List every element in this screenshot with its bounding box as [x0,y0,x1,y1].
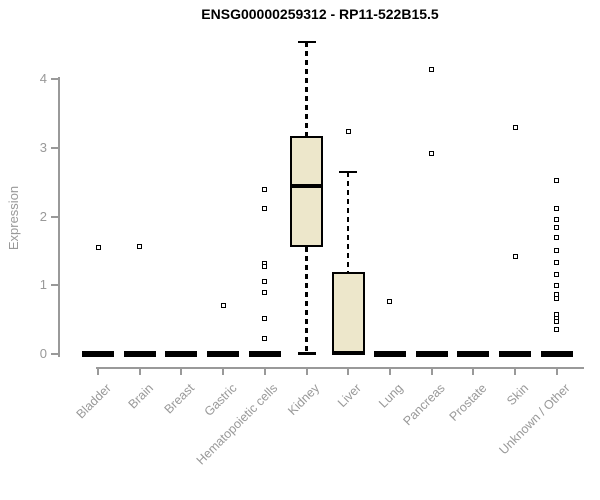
y-axis-tick [51,215,59,218]
upper-whisker [305,41,308,137]
y-axis-tick [51,284,59,287]
y-tick-label: 3 [39,139,47,155]
collapsed-box-bar [123,351,156,357]
outlier-point [512,125,518,131]
outlier-point [554,248,560,254]
outlier-point [554,178,560,184]
x-tick-label: Lung [376,381,406,411]
outlier-point [345,129,351,135]
collapsed-box-bar [415,351,448,357]
outlier-point [554,271,560,277]
outlier-point [554,295,560,301]
x-axis-line [96,367,584,369]
x-axis-tick [305,367,308,375]
outlier-point [262,205,268,211]
x-axis-tick [222,367,225,375]
x-tick-label: Bladder [73,381,114,422]
outlier-point [95,244,101,250]
x-tick-label: Pancreas [400,381,448,429]
y-tick-label: 1 [39,277,47,293]
y-axis-tick [51,353,59,355]
upper-whisker [346,171,350,273]
outlier-point [387,299,393,305]
median-line [331,350,365,355]
outlier-point [554,206,560,212]
box [290,136,323,247]
outlier-point [262,315,268,321]
median-line [290,184,323,189]
x-axis-tick [263,367,266,375]
outlier-point [262,336,268,342]
outlier-point [220,302,226,308]
x-axis-tick [138,367,141,375]
outlier-point [429,150,435,156]
outlier-point [554,319,560,325]
outlier-point [262,264,268,270]
outlier-point [262,279,268,285]
collapsed-box-bar [540,351,573,357]
outlier-point [554,326,560,332]
outlier-point [554,217,560,223]
x-tick-label: Skin [503,381,531,409]
x-axis-tick [388,367,391,375]
x-tick-label: Unknown / Other [496,381,573,458]
collapsed-box-bar [207,351,240,357]
x-tick-label: Gastric [201,381,240,419]
x-axis-tick [97,367,99,375]
x-tick-label: Hematopoietic cells [194,381,281,468]
y-tick-label: 2 [39,208,47,224]
collapsed-box-bar [82,351,114,357]
x-axis-tick [347,367,350,375]
y-tick-label: 4 [39,71,47,86]
outlier-point [429,66,435,72]
lower-whisker [305,246,308,354]
y-tick-label: 0 [39,346,47,361]
outlier-point [554,282,560,288]
collapsed-box-bar [499,351,531,357]
x-tick-label: Kidney [285,381,323,418]
upper-whisker-cap [339,170,358,174]
x-axis-tick [430,367,433,375]
collapsed-box-bar [248,351,281,357]
outlier-point [554,225,560,230]
y-axis-tick [51,146,59,149]
x-tick-label: Brain [125,381,156,412]
outlier-point [262,186,268,192]
lower-whisker-cap [297,352,316,355]
chart-title: ENSG00000259312 - RP11-522B15.5 [201,6,439,22]
y-axis-line [58,77,60,357]
collapsed-box-bar [165,351,198,357]
x-axis-tick [472,367,475,375]
outlier-point [262,290,268,296]
x-axis-tick [555,367,558,375]
y-axis-tick [51,78,59,80]
collapsed-box-bar [457,351,490,357]
outlier-point [137,244,143,250]
outlier-point [554,260,560,266]
x-tick-label: Breast [161,381,198,417]
box [331,272,365,354]
upper-whisker-cap [297,40,316,44]
outlier-point [512,253,518,259]
outlier-point [554,235,560,241]
x-axis-tick [180,367,183,375]
collapsed-box-bar [373,351,406,357]
x-tick-label: Liver [335,381,365,411]
x-axis-tick [514,367,516,375]
x-tick-label: Prostate [446,381,490,424]
